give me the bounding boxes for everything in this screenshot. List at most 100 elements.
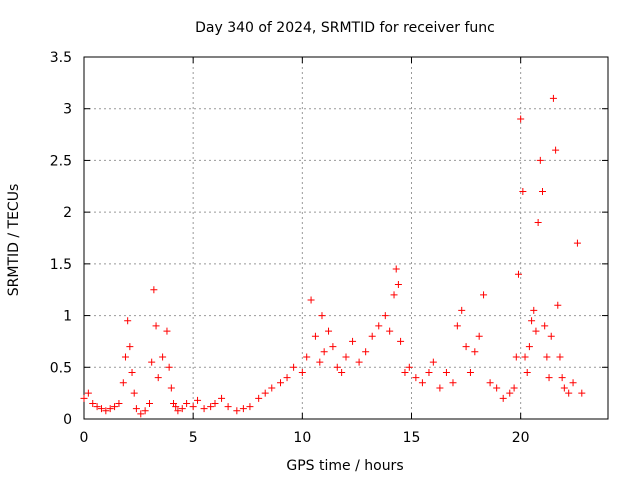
- data-point: [93, 403, 101, 411]
- data-point: [532, 327, 540, 335]
- y-tick-label: 2: [63, 205, 72, 221]
- labels: Day 340 of 2024, SRMTID for receiver fun…: [6, 20, 495, 474]
- data-point: [392, 265, 400, 273]
- data-point: [412, 374, 420, 382]
- data-point: [517, 115, 525, 123]
- data-point: [556, 353, 564, 361]
- data-point: [569, 379, 577, 387]
- data-point: [375, 322, 383, 330]
- data-point: [534, 218, 542, 226]
- data-point: [462, 343, 470, 351]
- data-point: [475, 332, 483, 340]
- data-point: [124, 317, 132, 325]
- data-point: [381, 312, 389, 320]
- data-point: [130, 389, 138, 397]
- data-point: [565, 389, 573, 397]
- data-point: [233, 407, 241, 415]
- data-point: [255, 394, 263, 402]
- data-point: [449, 379, 457, 387]
- data-point: [525, 343, 533, 351]
- data-point: [246, 403, 254, 411]
- data-point: [349, 337, 357, 345]
- data-point: [386, 327, 394, 335]
- data-point: [362, 348, 370, 356]
- data-point: [342, 353, 350, 361]
- y-tick-label: 3.5: [50, 50, 72, 66]
- y-axis-label: SRMTID / TECUs: [6, 184, 22, 297]
- x-tick-label: 0: [80, 430, 89, 446]
- data-point: [442, 368, 450, 376]
- data-point: [106, 405, 114, 413]
- data-point: [471, 348, 479, 356]
- data-point: [545, 374, 553, 382]
- data-point: [132, 405, 140, 413]
- data-point: [549, 94, 557, 102]
- data-point: [211, 399, 219, 407]
- data-point: [290, 363, 298, 371]
- data-point: [543, 353, 551, 361]
- data-point: [338, 368, 346, 376]
- data-point: [510, 384, 518, 392]
- data-point: [121, 353, 129, 361]
- data-point: [397, 337, 405, 345]
- data-point: [519, 187, 527, 195]
- data-point: [405, 363, 413, 371]
- data-point: [425, 368, 433, 376]
- data-point: [329, 343, 337, 351]
- data-point: [541, 322, 549, 330]
- data-point: [167, 384, 175, 392]
- chart-title: Day 340 of 2024, SRMTID for receiver fun…: [195, 20, 495, 36]
- data-point: [172, 403, 180, 411]
- y-tick-label: 1.5: [50, 257, 72, 273]
- data-point: [146, 399, 153, 407]
- y-tick-label: 1: [63, 309, 72, 325]
- data-point: [458, 306, 466, 314]
- data-point: [539, 187, 546, 195]
- data-points: [80, 94, 586, 418]
- data-point: [97, 405, 105, 413]
- data-point: [316, 358, 324, 366]
- data-point: [552, 146, 560, 154]
- data-point: [318, 312, 326, 320]
- plot-frame: [83, 56, 609, 420]
- data-point: [148, 358, 156, 366]
- data-point: [523, 368, 531, 376]
- data-point: [311, 332, 319, 340]
- data-point: [303, 353, 311, 361]
- data-point: [486, 379, 494, 387]
- data-point: [128, 368, 136, 376]
- y-tick-label: 2.5: [50, 153, 72, 169]
- data-point: [111, 403, 119, 411]
- data-point: [493, 384, 501, 392]
- data-point: [84, 389, 92, 397]
- data-point: [530, 306, 538, 314]
- x-tick-label: 5: [189, 430, 198, 446]
- y-tick-label: 0: [63, 412, 72, 428]
- data-point: [394, 281, 402, 289]
- data-point: [239, 405, 247, 413]
- data-point: [150, 286, 158, 294]
- x-tick-label: 20: [512, 430, 530, 446]
- data-point: [189, 403, 197, 411]
- data-point: [194, 396, 202, 404]
- data-point: [307, 296, 315, 304]
- data-point: [521, 353, 529, 361]
- data-point: [320, 348, 328, 356]
- x-tick-label: 10: [293, 430, 311, 446]
- data-point: [560, 384, 568, 392]
- data-point: [152, 322, 160, 330]
- data-point: [325, 327, 333, 335]
- data-point: [141, 407, 149, 415]
- data-point: [163, 327, 171, 335]
- data-point: [298, 368, 306, 376]
- data-point: [368, 332, 376, 340]
- data-point: [578, 389, 586, 397]
- data-point: [200, 405, 208, 413]
- data-point: [506, 389, 514, 397]
- data-point: [80, 394, 88, 402]
- data-point: [333, 363, 341, 371]
- data-point: [277, 379, 284, 387]
- data-point: [283, 374, 291, 382]
- grid-lines: [84, 57, 608, 419]
- data-point: [119, 379, 127, 387]
